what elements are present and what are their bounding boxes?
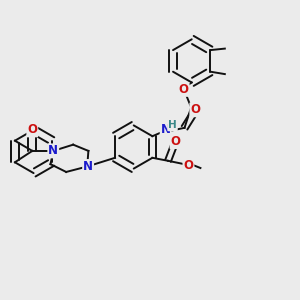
Text: N: N — [48, 144, 58, 158]
Text: O: O — [183, 159, 194, 172]
Text: N: N — [160, 123, 171, 136]
Text: H: H — [168, 120, 177, 130]
Text: O: O — [178, 83, 189, 96]
Text: N: N — [83, 160, 93, 173]
Text: O: O — [27, 123, 37, 136]
Text: O: O — [170, 135, 181, 148]
Text: O: O — [190, 103, 200, 116]
